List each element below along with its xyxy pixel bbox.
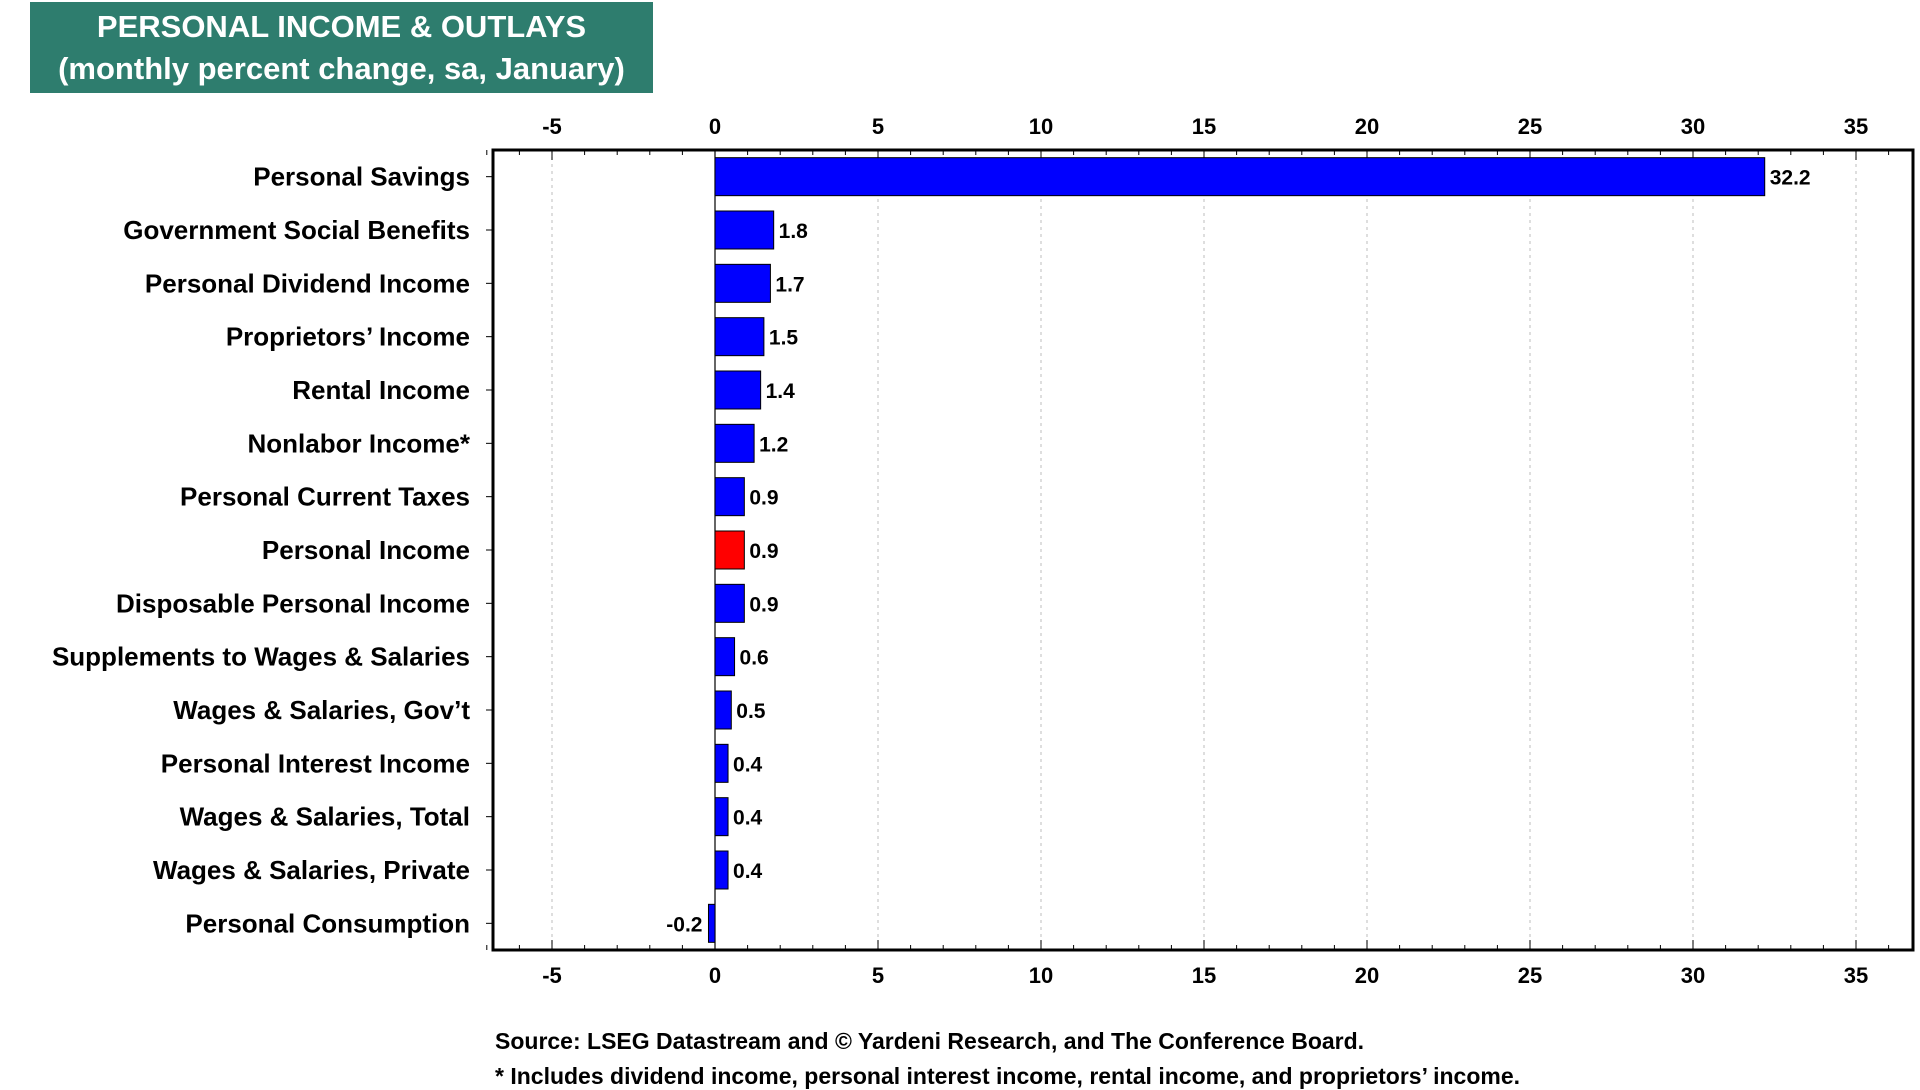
category-label: Government Social Benefits — [123, 215, 470, 245]
x-tick-label-top: 15 — [1192, 114, 1216, 139]
data-label: 0.9 — [749, 487, 778, 510]
data-label: 1.2 — [759, 433, 788, 456]
x-tick-label-bottom: 5 — [872, 963, 884, 988]
data-label: 0.9 — [749, 593, 778, 616]
data-label: 1.4 — [766, 380, 796, 403]
bar — [714, 743, 729, 783]
chart-subtitle: (monthly percent change, sa, January) — [58, 51, 625, 86]
category-label: Rental Income — [292, 375, 470, 405]
x-tick-label-top: 5 — [872, 114, 884, 139]
category-label: Supplements to Wages & Salaries — [52, 642, 470, 672]
category-label: Personal Dividend Income — [145, 268, 470, 298]
axis-ticks — [486, 150, 1890, 950]
category-label: Personal Current Taxes — [180, 482, 470, 512]
bar — [714, 157, 1766, 197]
category-label: Wages & Salaries, Total — [180, 802, 470, 832]
x-tick-label-top: 25 — [1518, 114, 1542, 139]
bar — [714, 637, 736, 677]
source-note: Source: LSEG Datastream and © Yardeni Re… — [495, 1028, 1365, 1054]
x-tick-label-bottom: 15 — [1192, 963, 1216, 988]
chart-title-box: PERSONAL INCOME & OUTLAYS (monthly perce… — [30, 2, 653, 93]
data-label: 0.4 — [733, 860, 763, 883]
bar — [714, 690, 732, 730]
bar — [714, 530, 745, 570]
data-label: -0.2 — [666, 913, 702, 936]
category-label: Wages & Salaries, Private — [153, 855, 470, 885]
data-label: 0.9 — [749, 540, 778, 563]
data-label: 0.4 — [733, 807, 763, 830]
bar — [707, 903, 716, 943]
bars — [707, 157, 1766, 943]
category-label: Personal Interest Income — [161, 748, 470, 778]
footnote: * Includes dividend income, personal int… — [495, 1063, 1521, 1089]
category-label: Proprietors’ Income — [226, 322, 470, 352]
bar — [714, 583, 745, 623]
bar — [714, 370, 762, 410]
x-tick-label-bottom: 10 — [1029, 963, 1053, 988]
x-tick-label-bottom: 25 — [1518, 963, 1542, 988]
data-label: 0.5 — [736, 700, 766, 723]
data-label: 1.7 — [775, 273, 804, 296]
bar — [714, 317, 765, 357]
x-tick-label-top: 0 — [709, 114, 721, 139]
data-label: 1.8 — [779, 220, 809, 243]
x-tick-label-top: 30 — [1681, 114, 1705, 139]
bar — [714, 797, 729, 837]
x-tick-label-bottom: 20 — [1355, 963, 1379, 988]
x-tick-label-top: 35 — [1844, 114, 1868, 139]
data-label: 0.4 — [733, 753, 763, 776]
category-label: Personal Consumption — [185, 908, 470, 938]
x-tick-label-top: 10 — [1029, 114, 1053, 139]
x-tick-label-bottom: 30 — [1681, 963, 1705, 988]
x-tick-label-top: 20 — [1355, 114, 1379, 139]
plot-frame — [491, 148, 1915, 952]
x-tick-label-top: -5 — [542, 114, 562, 139]
bar — [714, 850, 729, 890]
category-label: Personal Income — [262, 535, 470, 565]
x-tick-label-bottom: 35 — [1844, 963, 1868, 988]
x-tick-label-bottom: -5 — [542, 963, 562, 988]
data-label: 0.6 — [740, 647, 769, 670]
x-tick-label-bottom: 0 — [709, 963, 721, 988]
bar — [714, 477, 745, 517]
category-label: Disposable Personal Income — [116, 588, 470, 618]
chart-title: PERSONAL INCOME & OUTLAYS — [96, 9, 587, 44]
bar — [714, 423, 755, 463]
category-label: Personal Savings — [253, 162, 470, 192]
bar — [714, 210, 775, 250]
data-label: 1.5 — [769, 327, 799, 350]
bar — [714, 263, 771, 303]
category-label: Wages & Salaries, Gov’t — [173, 695, 470, 725]
labels: -5 -5 0 0 5 5 10 10 15 15 20 20 25 25 30 30 35 35 Personal… — [52, 114, 1868, 988]
data-label: 32.2 — [1770, 167, 1811, 190]
category-label: Nonlabor Income* — [248, 428, 471, 458]
